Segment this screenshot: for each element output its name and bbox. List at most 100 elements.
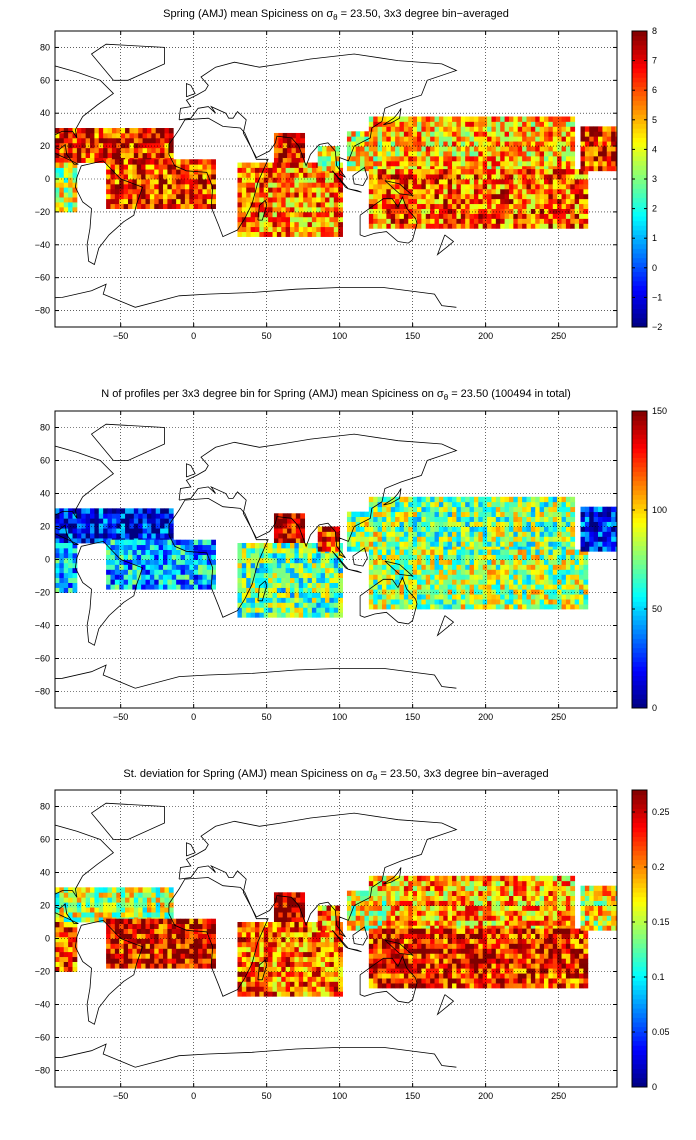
- heatmap-cell: [579, 564, 584, 570]
- heatmap-cell: [508, 151, 514, 157]
- heatmap-cell: [254, 231, 260, 237]
- heatmap-cell: [602, 151, 608, 157]
- heatmap-cell: [259, 187, 265, 193]
- colorbar-swatch: [632, 35, 647, 41]
- heatmap-cell: [335, 151, 341, 157]
- heatmap-cell: [155, 892, 161, 898]
- heatmap-cell: [517, 574, 523, 580]
- heatmap-cell: [570, 546, 576, 552]
- heatmap-cell: [360, 541, 365, 547]
- heatmap-cell: [114, 958, 120, 964]
- heatmap-cell: [325, 172, 330, 178]
- heatmap-cell: [478, 564, 484, 570]
- heatmap-cell: [552, 188, 558, 195]
- heatmap-cell: [68, 172, 73, 178]
- heatmap-cell: [202, 554, 208, 560]
- heatmap-cell: [495, 516, 501, 522]
- heatmap-cell: [285, 592, 291, 598]
- heatmap-cell: [399, 574, 405, 580]
- heatmap-cell: [539, 183, 545, 190]
- heatmap-cell: [259, 582, 265, 588]
- heatmap-cell: [250, 612, 256, 618]
- heatmap-cell: [317, 536, 323, 542]
- heatmap-cell: [443, 536, 449, 542]
- heatmap-cell: [81, 528, 87, 534]
- heatmap-cell: [443, 574, 449, 580]
- heatmap-cell: [63, 587, 69, 593]
- heatmap-cell: [176, 159, 181, 165]
- heatmap-cell: [129, 902, 135, 908]
- heatmap-cell: [141, 923, 146, 929]
- heatmap-cell: [364, 546, 370, 552]
- heatmap-cell: [452, 188, 457, 195]
- heatmap-cell: [63, 577, 69, 583]
- heatmap-cell: [403, 594, 409, 600]
- heatmap-cell: [487, 604, 492, 610]
- heatmap-cell: [127, 928, 133, 934]
- heatmap-cell: [81, 902, 87, 908]
- heatmap-cell: [438, 193, 444, 200]
- heatmap-cell: [268, 557, 273, 564]
- heatmap-cell: [129, 508, 135, 514]
- heatmap-cell: [72, 192, 78, 198]
- heatmap-cell: [373, 506, 378, 513]
- heatmap-cell: [495, 223, 501, 229]
- heatmap-cell: [517, 155, 523, 162]
- heatmap-cell: [504, 526, 510, 532]
- heatmap-cell: [167, 918, 173, 925]
- heatmap-cell: [548, 203, 554, 209]
- heatmap-cell: [202, 198, 208, 205]
- heatmap-cell: [307, 602, 313, 608]
- heatmap-cell: [487, 198, 492, 205]
- heatmap-cell: [123, 923, 129, 929]
- heatmap-cell: [570, 155, 576, 162]
- heatmap-cell: [390, 160, 396, 167]
- heatmap-cell: [517, 536, 523, 542]
- heatmap-cell: [132, 554, 138, 560]
- heatmap-cell: [176, 169, 181, 175]
- colorbar-swatch: [632, 536, 647, 542]
- heatmap-cell: [495, 541, 501, 547]
- heatmap-cell: [146, 132, 152, 139]
- heatmap-cell: [246, 172, 252, 178]
- heatmap-cell: [598, 531, 603, 537]
- heatmap-cell: [136, 938, 142, 944]
- heatmap-cell: [513, 169, 519, 175]
- heatmap-cell: [399, 203, 405, 209]
- heatmap-cell: [151, 892, 157, 898]
- heatmap-cell: [59, 922, 65, 928]
- heatmap-cell: [346, 141, 352, 147]
- heatmap-cell: [557, 183, 562, 190]
- heatmap-cell: [273, 137, 279, 144]
- heatmap-cell: [241, 562, 247, 569]
- heatmap-cell: [421, 141, 427, 147]
- heatmap-cell: [535, 126, 541, 132]
- heatmap-cell: [452, 501, 457, 508]
- heatmap-cell: [469, 218, 475, 224]
- heatmap-cell: [59, 142, 65, 149]
- heatmap-cell: [63, 941, 69, 948]
- heatmap-cell: [465, 141, 470, 147]
- heatmap-cell: [133, 523, 139, 529]
- heatmap-cell: [443, 516, 449, 522]
- heatmap-cell: [570, 160, 576, 167]
- heatmap-cell: [412, 218, 418, 224]
- heatmap-cell: [360, 141, 365, 147]
- heatmap-cell: [390, 126, 396, 132]
- heatmap-cell: [417, 531, 422, 537]
- heatmap-cell: [390, 554, 396, 560]
- heatmap-cell: [155, 528, 161, 534]
- heatmap-cell: [202, 569, 208, 575]
- heatmap-cell: [125, 128, 130, 134]
- heatmap-cell: [63, 533, 69, 539]
- heatmap-cell: [160, 907, 165, 913]
- heatmap-cell: [390, 136, 396, 142]
- heatmap-cell: [176, 183, 181, 190]
- heatmap-cell: [381, 516, 387, 522]
- heatmap-cell: [322, 151, 327, 157]
- heatmap-cell: [539, 549, 545, 555]
- heatmap-cell: [504, 506, 510, 513]
- heatmap-cell: [155, 887, 161, 893]
- heatmap-cell: [68, 946, 73, 953]
- heatmap-cell: [133, 508, 139, 514]
